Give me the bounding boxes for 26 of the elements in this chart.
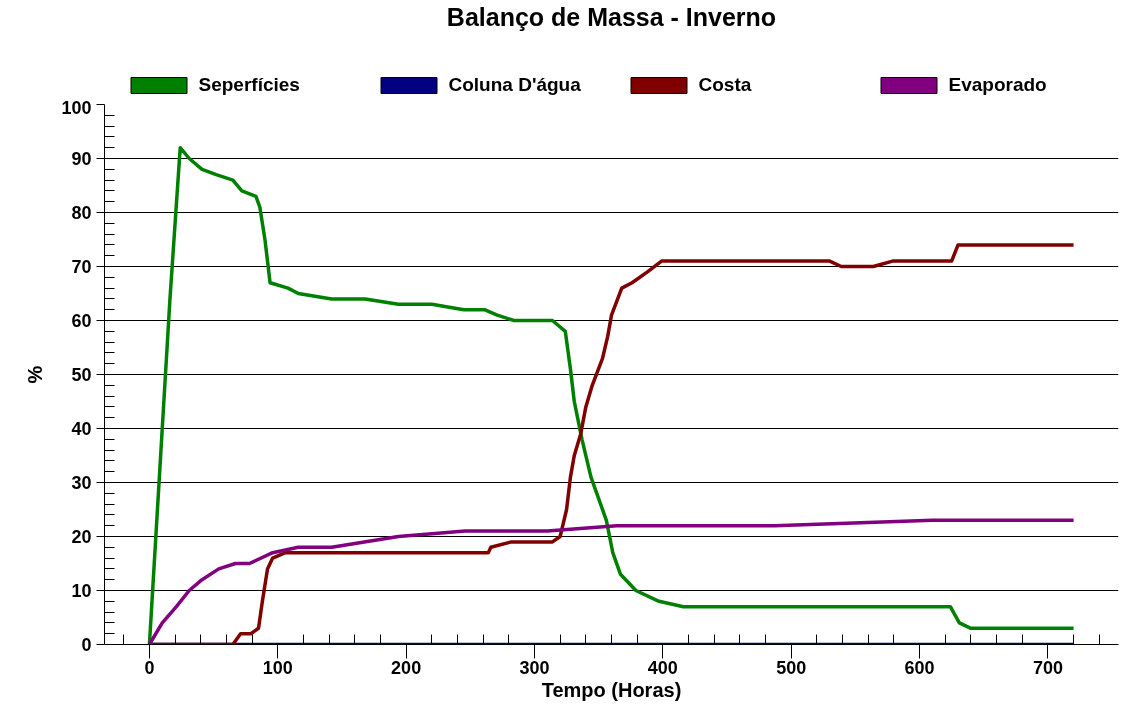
x-tick-label: 0 [144, 657, 155, 678]
y-tick-label: 70 [71, 257, 92, 277]
legend-label: Costa [698, 74, 753, 96]
y-tick-label: 50 [71, 365, 92, 385]
y-tick-label: 90 [71, 149, 92, 169]
legend-label: Coluna D'água [448, 74, 582, 96]
x-tick-label: 600 [904, 657, 935, 678]
x-tick-label: 400 [647, 657, 678, 678]
x-axis-title: Tempo (Horas) [541, 678, 682, 701]
x-tick-label: 300 [519, 657, 550, 678]
x-tick-label: 100 [262, 657, 293, 678]
y-tick-label: 20 [71, 527, 92, 547]
chart-title: Balanço de Massa - Inverno [446, 2, 777, 31]
y-tick-label: 10 [71, 581, 92, 601]
y-tick-label: 30 [71, 473, 92, 493]
x-tick-label: 500 [776, 657, 807, 678]
y-tick-label: 0 [81, 635, 92, 655]
legend-label: Evaporado [948, 74, 1048, 96]
y-tick-label: 80 [71, 203, 92, 223]
x-tick-label: 200 [391, 657, 422, 678]
y-axis-title: % [24, 365, 47, 384]
y-tick-label: 100 [61, 97, 92, 118]
y-tick-label: 40 [71, 419, 92, 439]
legend-label: Seperfícies [198, 74, 301, 96]
y-tick-label: 60 [71, 311, 92, 331]
x-tick-label: 700 [1032, 657, 1063, 678]
